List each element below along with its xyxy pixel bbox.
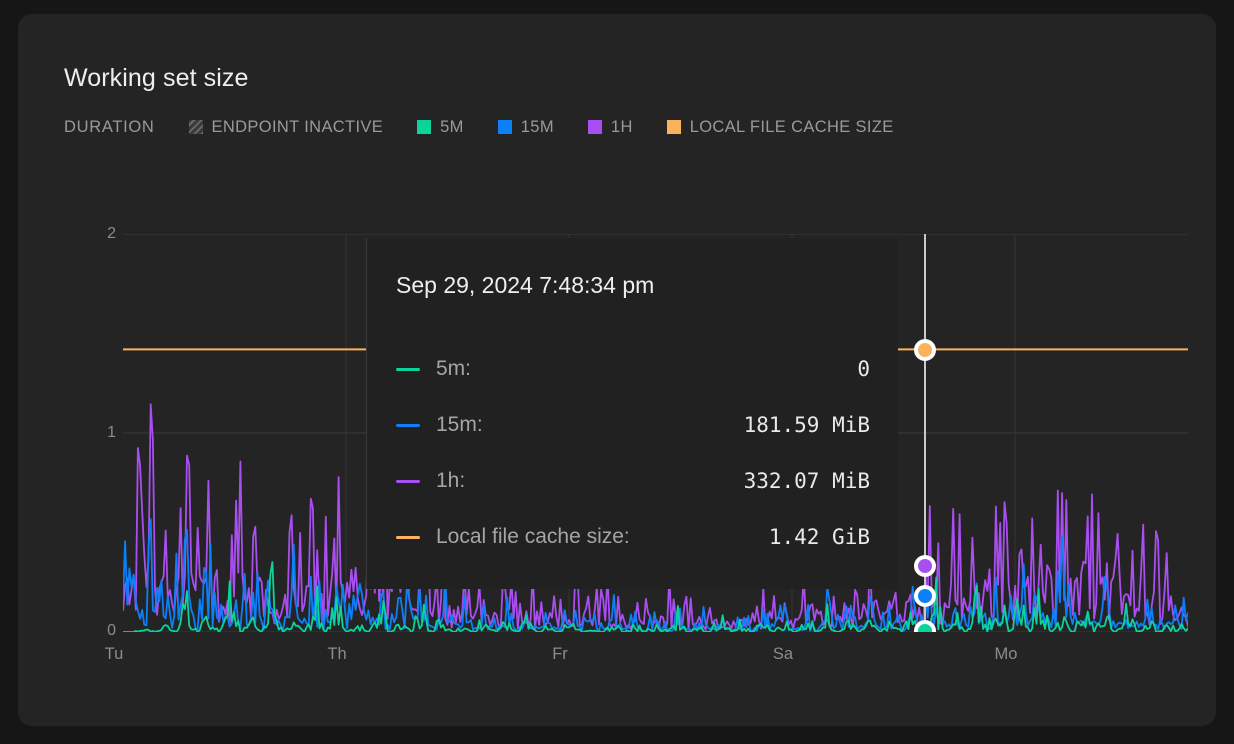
tooltip-row-15m-label: 15m:	[436, 413, 483, 436]
x-axis-tick-fr: Fr	[552, 645, 568, 663]
legend-item-local-file-cache-size-label: Local file cache size	[689, 117, 894, 136]
cursor-marker-15m[interactable]	[918, 589, 932, 603]
legend-item-1h-label: 1h	[610, 117, 633, 136]
series-line-5m	[123, 561, 1188, 632]
cursor-marker-1h[interactable]	[918, 559, 932, 573]
x-axis-tick-th: Th	[327, 645, 347, 663]
tooltip-timestamp: Sep 29, 2024 7:48:34 pm	[396, 272, 655, 298]
legend-item-1h[interactable]: 1h	[587, 116, 633, 138]
tooltip-row-local-file-cache-size: Local file cache size: 1.42 GiB	[396, 509, 870, 565]
series-line-icon	[396, 479, 420, 483]
chart-legend: Duration Endpoint inactive 5m 15m 1h Loc	[64, 116, 894, 138]
tooltip-row-1h-label: 1h:	[436, 469, 466, 492]
color-swatch-icon	[587, 120, 602, 134]
legend-item-local-file-cache-size[interactable]: Local file cache size	[666, 116, 894, 138]
tooltip-row-local-file-cache-size-value: 1.42 GiB	[768, 525, 870, 549]
page-title: Working set size	[64, 64, 249, 92]
hatched-square-icon	[188, 120, 203, 134]
tooltip-row-local-file-cache-size-label: Local file cache size:	[436, 525, 630, 548]
y-axis-tick-0: 0	[107, 622, 116, 639]
tooltip-row-15m-value: 181.59 MiB	[743, 413, 870, 437]
color-swatch-icon	[666, 120, 681, 134]
metric-panel-card: Working set size Duration Endpoint inact…	[18, 14, 1216, 726]
chart-tooltip: Sep 29, 2024 7:48:34 pm 5m: 0 15m: 181.5…	[366, 238, 898, 589]
cursor-marker-5m[interactable]	[918, 624, 932, 632]
legend-item-duration[interactable]: Duration	[64, 116, 155, 138]
legend-item-endpoint-inactive[interactable]: Endpoint inactive	[188, 116, 384, 138]
legend-item-15m-label: 15m	[520, 117, 554, 136]
y-axis-tick-2: 2	[107, 225, 116, 242]
legend-item-5m-label: 5m	[440, 117, 464, 136]
tooltip-row-5m-value: 0	[857, 357, 870, 381]
series-line-icon	[396, 367, 420, 371]
tooltip-row-5m: 5m: 0	[396, 341, 870, 397]
tooltip-series-list: 5m: 0 15m: 181.59 MiB 1h: 332.07 MiB Loc…	[396, 341, 870, 565]
color-swatch-icon	[497, 120, 512, 134]
tooltip-row-1h-value: 332.07 MiB	[743, 469, 870, 493]
y-axis-tick-1: 1	[107, 424, 116, 441]
cursor-marker-local-file-cache-size[interactable]	[918, 343, 932, 357]
legend-item-15m[interactable]: 15m	[497, 116, 554, 138]
x-axis-tick-sa: Sa	[772, 645, 794, 663]
x-axis-tick-mo: Mo	[994, 645, 1018, 663]
tooltip-row-1h: 1h: 332.07 MiB	[396, 453, 870, 509]
x-axis-tick-tu: Tu	[104, 645, 124, 663]
series-line-15m	[123, 518, 1188, 632]
legend-item-duration-label: Duration	[64, 117, 155, 136]
series-line-icon	[396, 535, 420, 539]
legend-item-endpoint-inactive-label: Endpoint inactive	[211, 117, 384, 136]
series-line-icon	[396, 423, 420, 427]
legend-item-5m[interactable]: 5m	[417, 116, 464, 138]
color-swatch-icon	[417, 120, 432, 134]
tooltip-row-15m: 15m: 181.59 MiB	[396, 397, 870, 453]
tooltip-row-5m-label: 5m:	[436, 357, 472, 380]
